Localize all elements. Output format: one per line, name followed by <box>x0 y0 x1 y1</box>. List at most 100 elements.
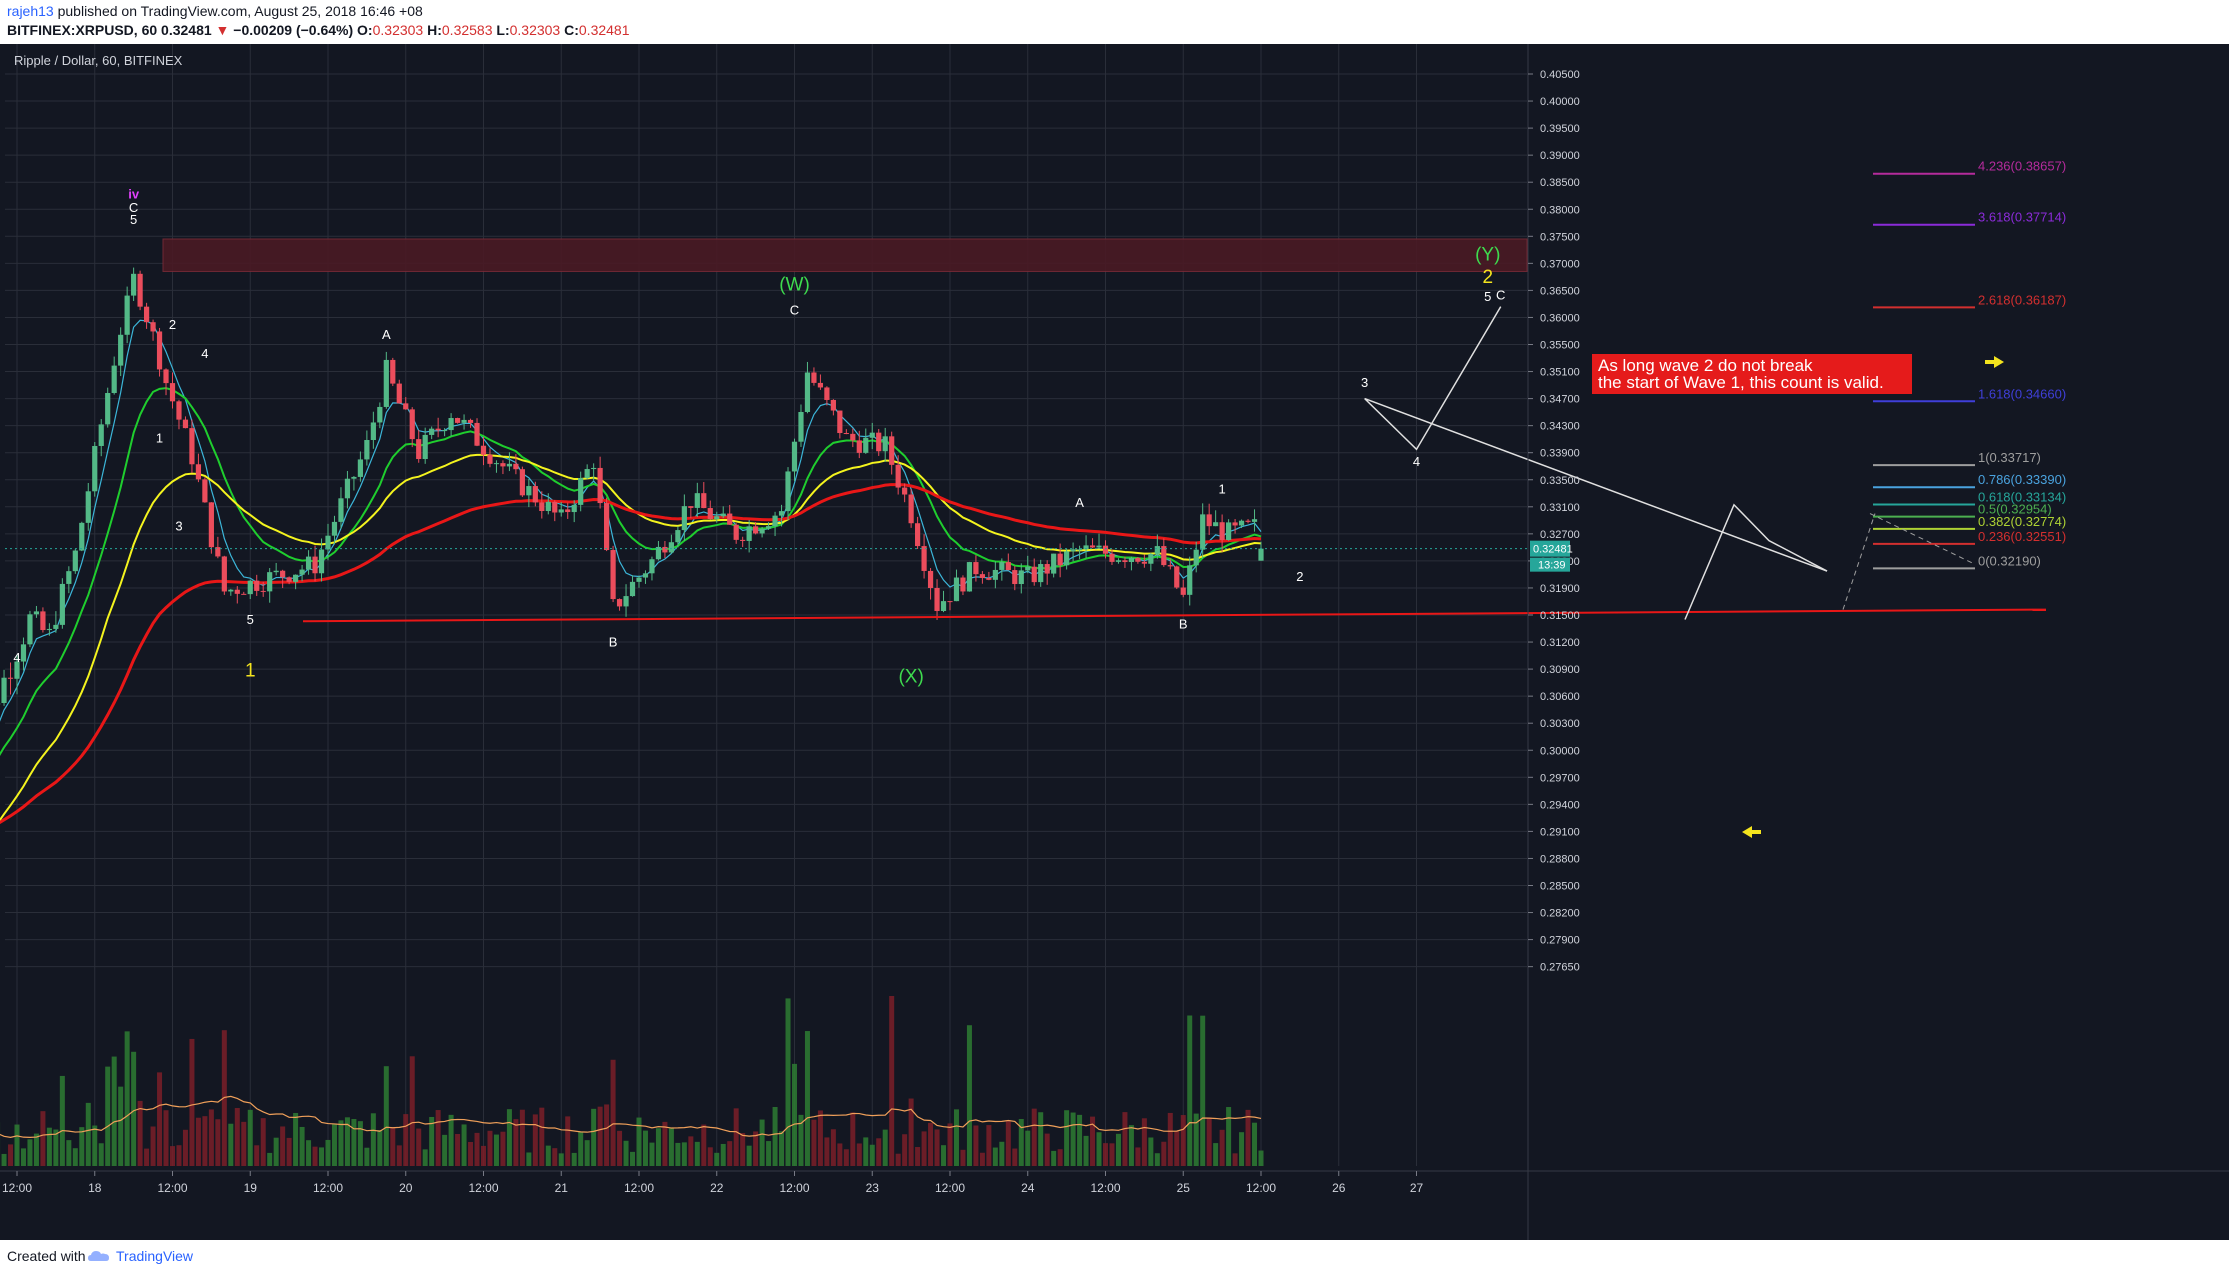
volume-bar <box>306 1140 312 1166</box>
candle <box>312 545 318 582</box>
volume-bar <box>597 1106 603 1166</box>
volume-bar <box>1005 1121 1011 1166</box>
candle <box>27 610 33 648</box>
volume-bar <box>202 1116 208 1166</box>
candle-body <box>1245 520 1251 522</box>
price-chart[interactable]: 4.236(0.38657) 3.618(0.37714) 2.618(0.3618… <box>0 44 2229 1240</box>
volume-bar <box>468 1141 474 1166</box>
price-tick-label: 0.40000 <box>1540 96 1580 108</box>
volume-bar <box>895 1153 901 1166</box>
volume-bar <box>1044 1133 1050 1166</box>
candle <box>1245 519 1251 524</box>
candle <box>1102 540 1109 559</box>
volume-bar <box>1239 1132 1245 1166</box>
candle <box>1064 548 1070 570</box>
candle-body <box>1206 514 1212 527</box>
volume-bar <box>1064 1110 1070 1166</box>
price-tick-label: 0.27650 <box>1540 962 1580 974</box>
candle-body <box>591 467 597 470</box>
candle-body <box>707 508 713 520</box>
time-tick-label: 27 <box>1410 1181 1424 1195</box>
candle <box>1038 559 1044 587</box>
price-tick-label: 0.28800 <box>1540 853 1580 865</box>
volume-bar <box>131 1051 137 1166</box>
candle <box>105 387 111 428</box>
volume-bar <box>416 1128 422 1166</box>
volume-bar <box>701 1124 707 1166</box>
candle <box>591 463 597 481</box>
candle <box>895 455 901 495</box>
candle <box>1213 510 1219 527</box>
candle <box>817 374 824 390</box>
candle <box>973 555 979 582</box>
volume-bar <box>493 1134 499 1166</box>
candle-body <box>915 523 921 547</box>
volume-bar <box>293 1113 299 1166</box>
candle-body <box>837 410 843 434</box>
volume-bar <box>1122 1112 1128 1166</box>
volume-bar <box>591 1108 597 1166</box>
candle <box>1232 519 1238 534</box>
wave-label: 2 <box>1296 569 1303 584</box>
candle <box>137 270 143 311</box>
candle <box>584 464 590 480</box>
wave-label: B <box>1179 617 1188 632</box>
candle-body <box>850 433 856 441</box>
volume-bar <box>843 1149 849 1166</box>
candle-body <box>668 542 674 553</box>
candle <box>377 402 383 429</box>
candle-body <box>966 562 973 592</box>
candle-body <box>416 439 422 460</box>
candle <box>850 428 856 448</box>
candle-body <box>143 306 150 323</box>
candle <box>992 561 998 589</box>
candle <box>889 431 895 475</box>
volume-bar <box>720 1143 726 1166</box>
candle <box>118 327 124 377</box>
candle <box>902 483 908 503</box>
candle <box>1167 558 1173 570</box>
candle-body <box>403 403 409 410</box>
volume-bar <box>487 1130 493 1166</box>
volume-bar <box>1135 1147 1141 1166</box>
candle-body <box>765 526 772 529</box>
candle <box>72 548 78 574</box>
volume-bar <box>1025 1130 1031 1166</box>
candle <box>370 411 376 449</box>
candle <box>7 662 14 695</box>
candle <box>79 521 85 552</box>
time-tick-label: 22 <box>710 1181 724 1195</box>
volume-bar <box>714 1152 720 1166</box>
candle <box>390 357 396 387</box>
volume-bar <box>636 1117 642 1166</box>
volume-bar <box>1031 1108 1037 1166</box>
author-link[interactable]: rajeh13 <box>7 3 54 19</box>
candle <box>927 568 934 600</box>
volume-bar <box>1141 1118 1147 1166</box>
volume-bar <box>1193 1113 1199 1166</box>
resistance-zone <box>162 238 1528 272</box>
candle-body <box>1174 566 1180 588</box>
volume-bar <box>144 1148 150 1166</box>
volume-bar <box>338 1120 344 1166</box>
volume-bar <box>442 1134 448 1166</box>
volume-bar <box>20 1148 26 1166</box>
candle-body <box>92 445 98 492</box>
volume-bar <box>772 1107 778 1166</box>
candle <box>966 561 973 592</box>
volume-bar <box>876 1138 882 1166</box>
candle <box>46 623 52 636</box>
candle-body <box>1251 519 1258 522</box>
tradingview-link[interactable]: TradingView <box>116 1248 194 1264</box>
candle <box>124 286 130 344</box>
candle-body <box>221 556 227 592</box>
price-tick-label: 0.35100 <box>1540 367 1580 379</box>
candle-body <box>202 479 208 503</box>
candle-body <box>312 556 318 574</box>
volume-bar <box>59 1075 65 1166</box>
candle <box>753 522 759 535</box>
candle-body <box>137 273 143 307</box>
chart-area[interactable]: 4.236(0.38657) 3.618(0.37714) 2.618(0.3618… <box>0 44 2229 1240</box>
candle-body <box>1238 520 1245 526</box>
candle <box>688 506 694 519</box>
